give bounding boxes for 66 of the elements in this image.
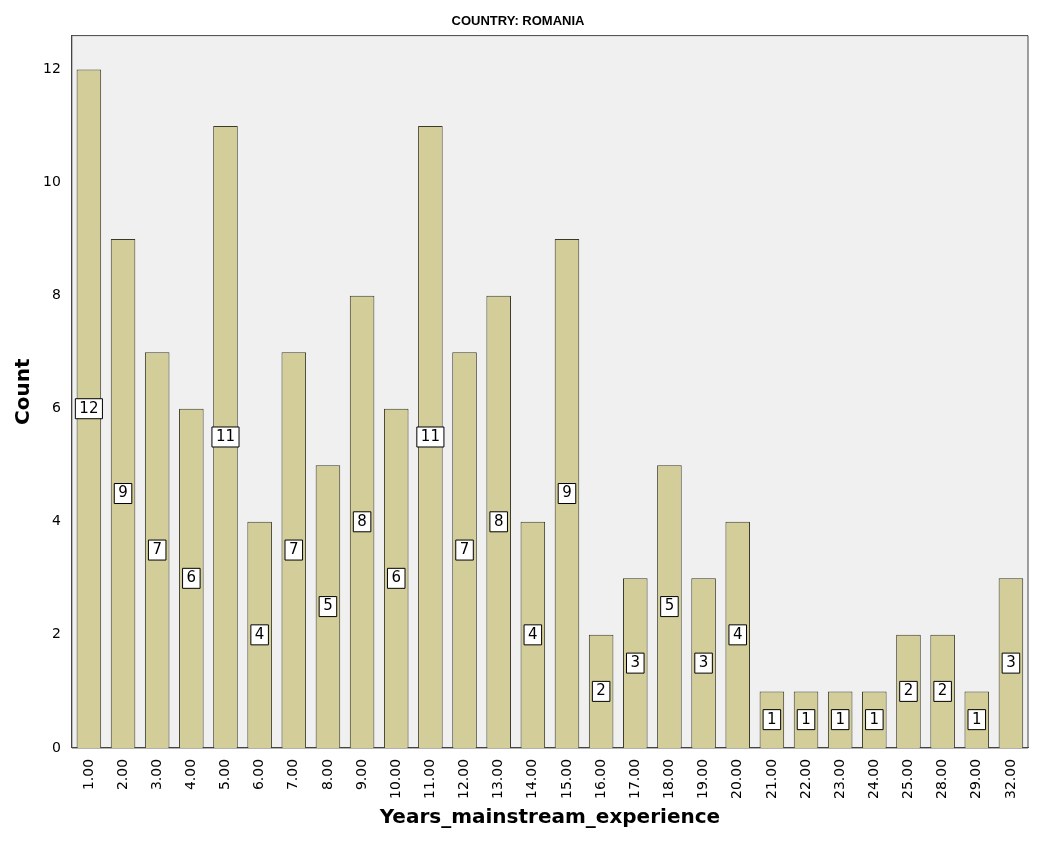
- data-label: 1: [869, 709, 880, 728]
- x-tick-label: 3.00: [147, 758, 164, 791]
- y-tick-label: 8: [51, 286, 61, 303]
- y-tick-label: 2: [51, 625, 61, 642]
- data-label: 6: [186, 568, 197, 587]
- x-tick-label: 23.00: [830, 758, 847, 800]
- y-tick-label: 12: [42, 60, 61, 77]
- y-tick-label: 6: [51, 399, 61, 416]
- x-tick-label: 22.00: [796, 758, 813, 800]
- data-label: 12: [79, 398, 99, 417]
- data-label: 11: [215, 426, 236, 445]
- data-label: 4: [528, 624, 538, 643]
- x-tick-label: 32.00: [1001, 758, 1018, 800]
- x-tick-label: 5.00: [216, 758, 233, 791]
- x-tick-label: 19.00: [694, 758, 711, 800]
- x-tick-label: 10.00: [386, 758, 403, 800]
- y-tick-label: 4: [51, 512, 61, 529]
- x-tick-label: 12.00: [455, 758, 472, 800]
- x-tick-label: 29.00: [967, 758, 984, 800]
- data-label: 3: [698, 653, 709, 672]
- data-label: 1: [767, 709, 777, 728]
- x-axis-title: Years_mainstream_experience: [378, 804, 721, 829]
- x-tick-label: 17.00: [625, 758, 642, 800]
- x-tick-label: 11.00: [421, 758, 438, 800]
- x-tick-label: 24.00: [864, 758, 881, 800]
- data-label: 1: [835, 709, 845, 728]
- x-tick-label: 25.00: [899, 758, 916, 800]
- data-label: 3: [1006, 653, 1016, 672]
- x-tick-label: 16.00: [591, 758, 608, 800]
- data-label: 2: [937, 681, 948, 700]
- x-tick-label: 8.00: [318, 758, 335, 791]
- x-tick-label: 18.00: [660, 758, 677, 800]
- y-tick-label: 10: [42, 173, 61, 190]
- x-tick-label: 7.00: [284, 758, 301, 791]
- data-label: 6: [391, 568, 402, 587]
- x-tick-label: 9.00: [352, 758, 369, 791]
- x-tick-label: 2.00: [113, 758, 130, 791]
- data-label: 7: [289, 539, 299, 558]
- x-tick-label: 13.00: [489, 758, 506, 800]
- x-tick-label: 21.00: [762, 758, 779, 800]
- x-tick-label: 15.00: [557, 758, 574, 800]
- x-tick-label: 1.00: [79, 758, 96, 791]
- data-label: 1: [801, 709, 811, 728]
- data-label: 4: [254, 624, 265, 643]
- data-label: 2: [596, 681, 606, 700]
- data-label: 1: [972, 709, 982, 728]
- data-label: 2: [903, 681, 914, 700]
- data-label: 7: [459, 539, 470, 558]
- data-label: 8: [493, 511, 504, 530]
- x-tick-label: 4.00: [181, 758, 198, 791]
- data-label: 7: [152, 539, 162, 558]
- y-axis-title: Count: [10, 358, 35, 425]
- data-label: 11: [420, 426, 440, 445]
- x-tick-label: 6.00: [250, 758, 267, 791]
- y-tick-label: 0: [51, 738, 61, 755]
- chart-title: COUNTRY: ROMANIA: [451, 13, 586, 29]
- data-label: 3: [630, 653, 641, 672]
- data-label: 4: [732, 624, 743, 643]
- x-tick-label: 20.00: [728, 758, 745, 800]
- data-label: 9: [118, 483, 128, 502]
- data-label: 8: [357, 511, 367, 530]
- x-tick-label: 28.00: [933, 758, 950, 800]
- data-label: 5: [323, 596, 333, 615]
- x-tick-label: 14.00: [523, 758, 540, 800]
- data-label: 5: [664, 596, 675, 615]
- data-label: 9: [562, 483, 572, 502]
